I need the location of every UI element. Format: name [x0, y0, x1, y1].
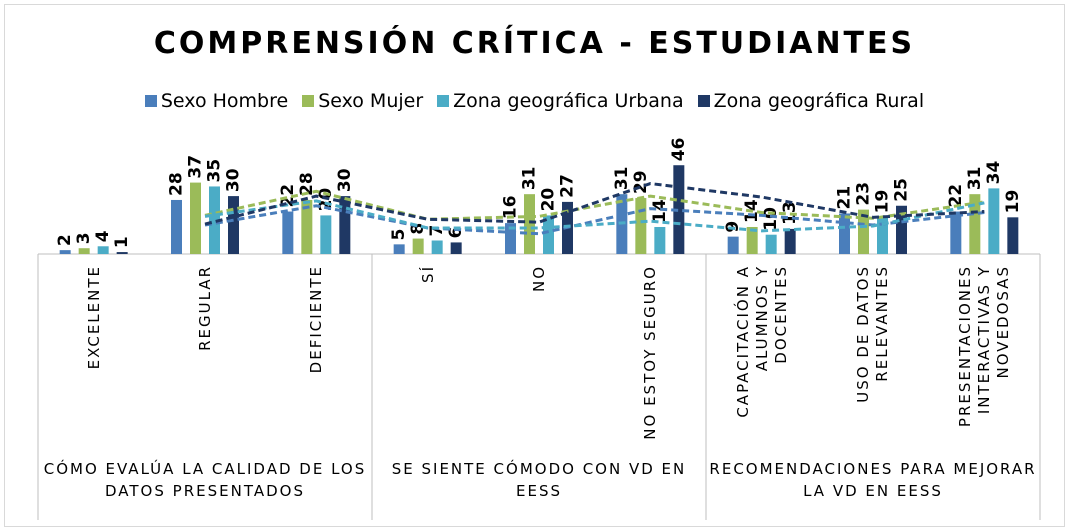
value-label: 8: [408, 223, 428, 235]
value-label: 30: [335, 168, 355, 192]
legend-item: Sexo Hombre: [144, 90, 289, 112]
bar: [673, 165, 685, 254]
category-label: SÍ: [418, 265, 437, 283]
value-label: 28: [297, 172, 317, 196]
value-label: 46: [669, 138, 689, 162]
value-label: 28: [167, 172, 187, 196]
bar: [171, 199, 182, 254]
bar: [209, 186, 220, 254]
value-label: 3: [74, 232, 94, 244]
category-label: PRESENTACIONES INTERACTIVAS Y NOVEDOSAS: [955, 265, 1012, 428]
legend-label: Zona geográfica Rural: [713, 90, 925, 112]
value-label: 19: [873, 190, 893, 214]
legend-label: Zona geográfica Urbana: [453, 90, 684, 112]
legend-label: Sexo Mujer: [318, 90, 424, 112]
bar: [116, 252, 128, 254]
value-label: 19: [1003, 190, 1023, 214]
value-label: 35: [205, 159, 225, 183]
value-label: 22: [946, 184, 966, 208]
value-label: 20: [539, 188, 559, 212]
value-label: 37: [186, 155, 206, 179]
legend-item: Zona geográfica Rural: [697, 90, 925, 112]
chart-title: COMPRENSIÓN CRÍTICA - ESTUDIANTES: [153, 26, 916, 61]
bar: [950, 211, 962, 254]
bar: [877, 217, 888, 254]
value-label: 29: [631, 170, 651, 194]
bar: [524, 194, 535, 254]
value-label: 31: [612, 166, 632, 190]
bar: [190, 182, 201, 254]
bar: [635, 198, 647, 254]
bar: [896, 205, 907, 254]
legend-swatch: [437, 95, 450, 107]
legend-label: Sexo Hombre: [160, 90, 289, 112]
legend-swatch: [144, 95, 157, 107]
bar: [746, 226, 758, 254]
bar: [654, 226, 666, 254]
value-label: 9: [723, 221, 743, 233]
value-label: 21: [835, 186, 855, 210]
bar: [450, 242, 462, 254]
bar: [969, 194, 981, 254]
trend-line: [204, 182, 985, 226]
bar: [858, 209, 869, 254]
bar: [78, 248, 90, 254]
value-label: 4: [93, 230, 113, 242]
value-label: 10: [761, 207, 781, 231]
bar: [1007, 217, 1019, 254]
category-label: CAPACITACIÓN A ALUMNOS Y DOCENTES: [733, 265, 790, 418]
trend-line: [204, 189, 985, 221]
category-label: EXCELENTE: [84, 265, 103, 370]
value-label: 34: [984, 161, 1004, 185]
legend-item: Sexo Mujer: [302, 90, 423, 112]
value-label: 31: [520, 166, 540, 190]
bar: [727, 236, 739, 254]
bar: [59, 250, 71, 254]
legend: Sexo Hombre Sexo Mujer Zona geográfica Urb…: [0, 90, 1069, 112]
group-label: SE SIENTE CÓMODO CON VD EN EESS: [391, 460, 687, 500]
legend-item: Zona geográfica Urbana: [437, 90, 684, 112]
value-label: 6: [446, 227, 466, 239]
bar: [988, 188, 1000, 254]
value-label: 14: [650, 199, 670, 223]
bar: [543, 215, 554, 254]
value-label: 31: [965, 166, 985, 190]
legend-swatch: [302, 95, 315, 107]
bar: [228, 196, 239, 254]
value-label: 7: [427, 225, 447, 237]
category-label: DEFICIENTE: [306, 265, 325, 374]
bar: [282, 211, 294, 254]
bar: [505, 223, 516, 254]
bar: [393, 244, 405, 254]
category-label: NO: [529, 265, 548, 293]
bar: [301, 199, 313, 254]
group-label: CÓMO EVALÚA LA CALIDAD DE LOS DATOS PRES…: [43, 460, 367, 500]
frame: [4, 4, 1065, 527]
bar: [320, 215, 332, 254]
legend-swatch: [697, 95, 710, 107]
value-label: 30: [224, 168, 244, 192]
bar: [412, 238, 424, 254]
category-label: NO ESTOY SEGURO: [640, 265, 659, 440]
value-label: 25: [892, 178, 912, 202]
value-label: 23: [854, 182, 874, 206]
bar: [784, 228, 796, 254]
bar: [339, 196, 351, 254]
value-label: 5: [389, 229, 409, 241]
value-label: 16: [501, 195, 521, 219]
value-label: 27: [558, 174, 578, 198]
value-label: 1: [112, 236, 132, 248]
category-label: REGULAR: [195, 265, 214, 351]
trend-line: [204, 199, 985, 233]
bar: [839, 213, 850, 254]
bar: [97, 246, 109, 254]
value-label: 2: [55, 234, 75, 246]
category-label: USO DE DATOS RELEVANTES: [854, 265, 891, 403]
group-label: RECOMENDACIONES PARA MEJORAR LA VD EN EE…: [709, 460, 1037, 500]
bar: [765, 234, 777, 254]
bar: [431, 240, 443, 254]
